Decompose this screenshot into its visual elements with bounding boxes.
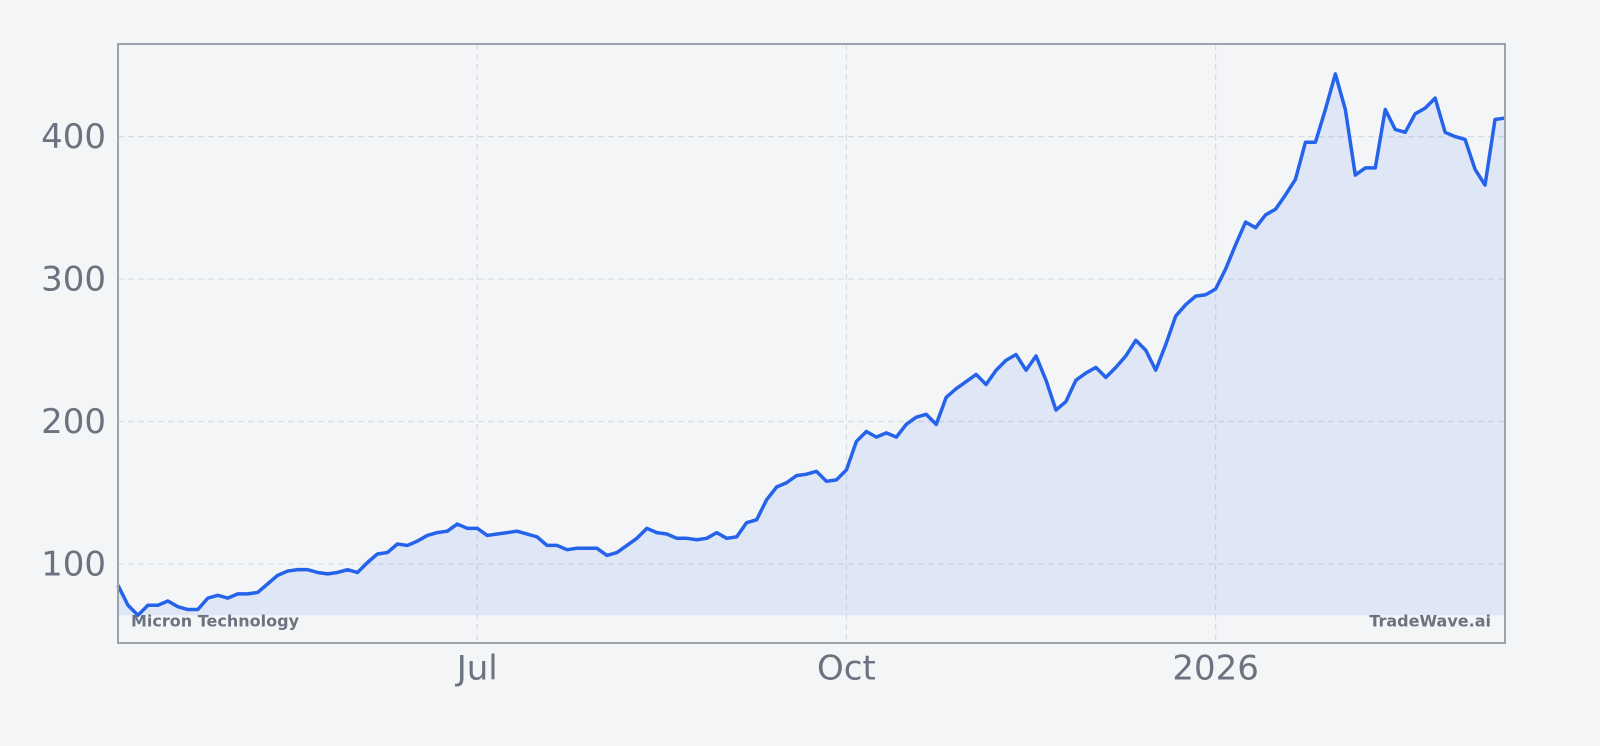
plot-border [117,43,1506,644]
x-tick-label: 2026 [1172,649,1259,689]
y-tick-label: 400 [41,117,106,157]
legend-label: Micron Technology [131,612,300,631]
y-tick-label: 200 [41,402,106,442]
area [118,73,1505,616]
x-tick-label: Jul [455,649,498,689]
y-tick-label: 100 [41,544,106,584]
y-tick-label: 300 [41,260,106,300]
x-tick-label: Oct [817,649,876,689]
line [116,72,1506,617]
watermark: TradeWave.ai [1369,612,1491,631]
